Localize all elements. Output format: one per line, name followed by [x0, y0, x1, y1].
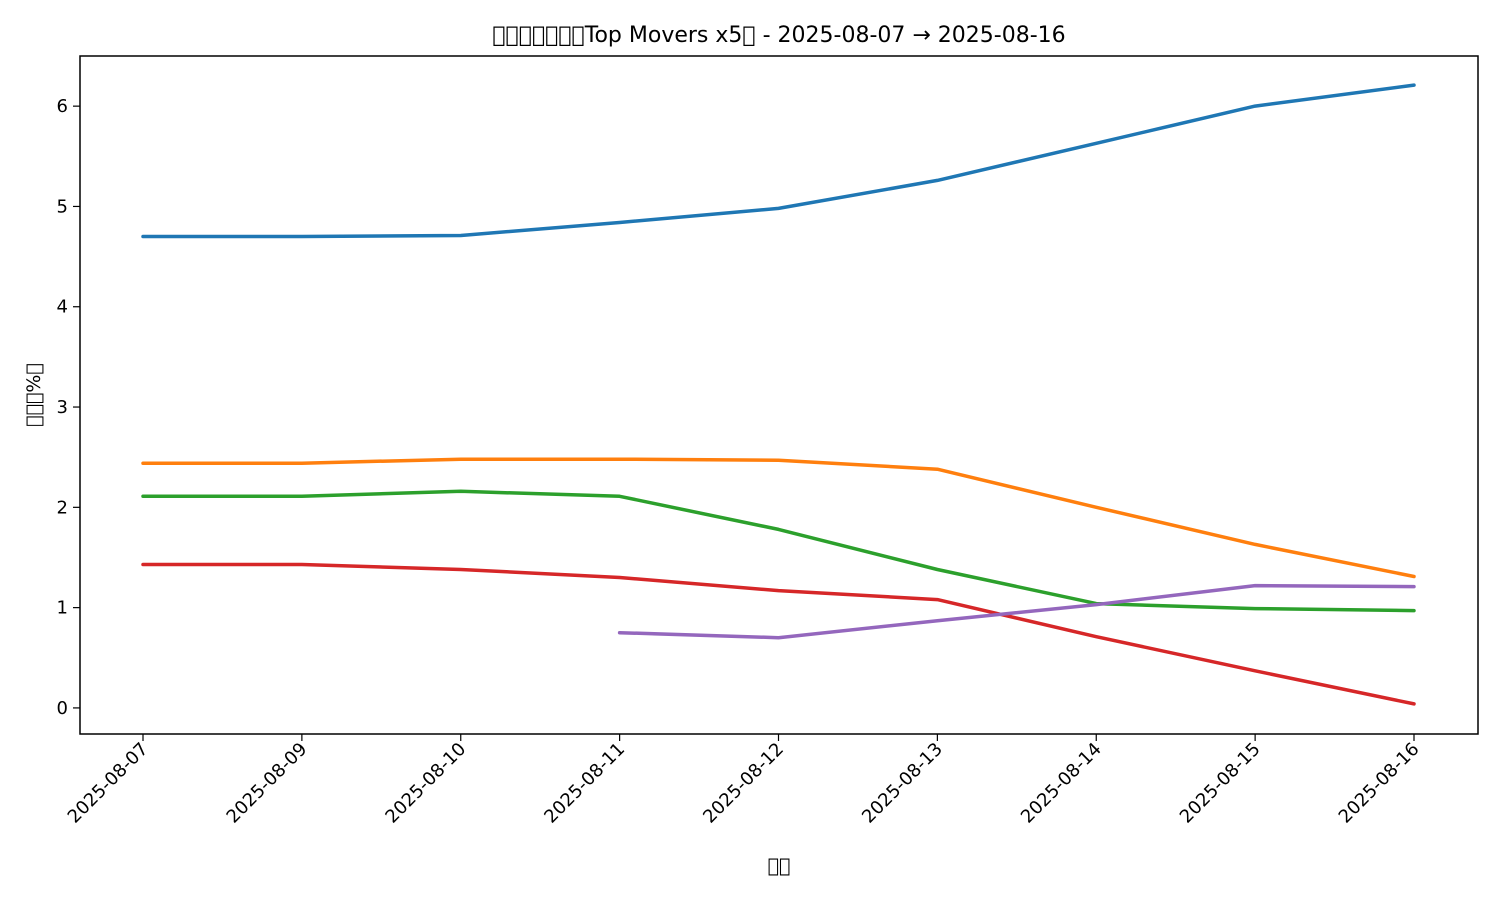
series-line-2 [141, 457, 1416, 579]
y-tick-label: 3 [57, 397, 68, 418]
series-line-4 [141, 562, 1416, 706]
y-axis: 0 1 2 3 4 5 6 [57, 96, 80, 719]
series-layer [141, 83, 1416, 706]
x-tick-label: 2025-08-15 [1176, 739, 1265, 828]
x-axis: 2025-08-07 2025-08-09 2025-08-10 2025-08-11… [64, 734, 1424, 828]
x-axis-label: ￿￿ [768, 855, 791, 877]
x-tick-label: 2025-08-09 [223, 739, 312, 828]
series-line-1 [141, 83, 1416, 239]
plot-frame [79, 55, 1479, 735]
x-tick-label: 2025-08-13 [858, 739, 947, 828]
y-tick-label: 6 [57, 96, 68, 117]
series-line-5 [617, 583, 1416, 640]
x-tick-label: 2025-08-12 [699, 739, 788, 828]
y-tick-label: 4 [57, 297, 68, 318]
x-tick-label: 2025-08-07 [64, 739, 153, 828]
y-tick-label: 5 [57, 196, 68, 217]
y-tick-label: 2 [57, 497, 68, 518]
y-tick-label: 1 [57, 598, 68, 619]
x-tick-label: 2025-08-16 [1335, 739, 1424, 828]
x-tick-label: 2025-08-14 [1017, 739, 1106, 828]
y-tick-label: 0 [57, 698, 68, 719]
chart-title: ￿￿￿￿￿￿￿Top Movers x5￿ - 2025-08-07 → 202… [492, 23, 1065, 48]
y-axis-label: ￿￿￿%￿ [23, 363, 45, 427]
x-tick-label: 2025-08-11 [540, 739, 629, 828]
x-tick-label: 2025-08-10 [381, 739, 470, 828]
series-line-3 [141, 489, 1416, 613]
